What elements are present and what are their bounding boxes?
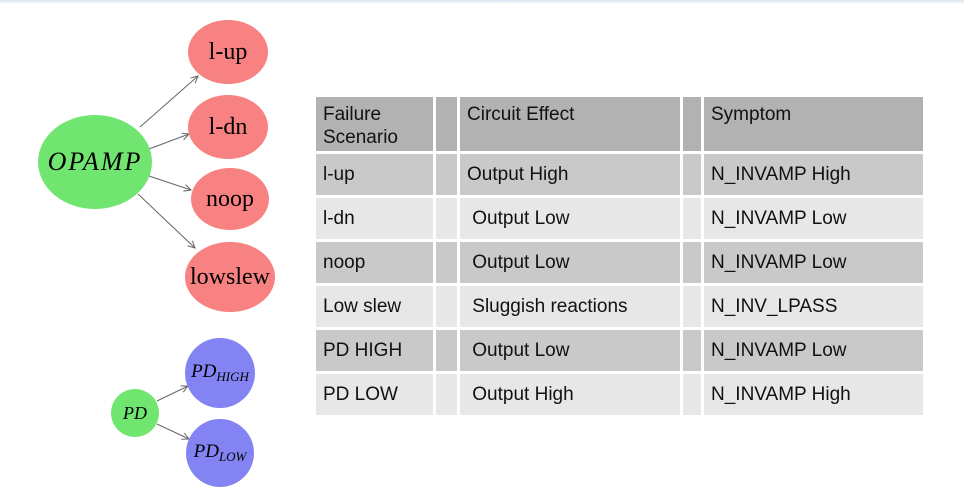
arrow-pd-to-pdhigh [156, 386, 188, 402]
pd-low-subscript: LOW [218, 449, 247, 464]
node-l-dn: l-dn [188, 95, 268, 159]
cell-effect-pd-low: Output High [460, 374, 680, 415]
cell-spacer [683, 242, 701, 283]
node-opamp: OPAMP [38, 115, 152, 209]
arrow-opamp-to-lowslew [137, 193, 195, 248]
cell-effect-low-slew: Sluggish reactions [460, 286, 680, 327]
pd-high-base: PD [191, 361, 217, 382]
cell-spacer [436, 286, 457, 327]
cell-symptom-l-up: N_INVAMP High [704, 154, 923, 195]
cell-spacer [436, 154, 457, 195]
header-spacer-1 [436, 97, 457, 151]
node-pd-label: PD [123, 402, 147, 423]
cell-spacer [683, 330, 701, 371]
arrow-opamp-to-noop [148, 175, 191, 190]
node-l-up-label: l-up [208, 38, 248, 65]
failure-scenario-table: Failure Scenario Circuit Effect Symptom … [316, 97, 923, 415]
cell-symptom-noop: N_INVAMP Low [704, 242, 923, 283]
cell-spacer [436, 242, 457, 283]
top-edge-strip [0, 0, 964, 4]
header-failure-scenario: Failure Scenario [316, 97, 433, 151]
cell-symptom-pd-low: N_INVAMP High [704, 374, 923, 415]
node-l-dn-label: l-dn [208, 113, 248, 140]
cell-spacer [683, 198, 701, 239]
cell-symptom-pd-high: N_INVAMP Low [704, 330, 923, 371]
cell-failure-l-up: l-up [316, 154, 433, 195]
node-l-up: l-up [188, 20, 268, 84]
header-symptom: Symptom [704, 97, 923, 151]
cell-symptom-l-dn: N_INVAMP Low [704, 198, 923, 239]
node-opamp-label: OPAMP [47, 147, 143, 176]
node-pd: PD [111, 389, 159, 437]
node-pd-low: PDLOW [186, 419, 254, 487]
cell-spacer [683, 374, 701, 415]
cell-spacer [683, 154, 701, 195]
node-noop-label: noop [206, 185, 254, 212]
cell-failure-noop: noop [316, 242, 433, 283]
cell-spacer [436, 374, 457, 415]
cell-failure-low-slew: Low slew [316, 286, 433, 327]
cell-failure-pd-low: PD LOW [316, 374, 433, 415]
pd-low-base: PD [193, 441, 219, 462]
cell-effect-l-up: Output High [460, 154, 680, 195]
header-circuit-effect: Circuit Effect [460, 97, 680, 151]
node-pd-high: PDHIGH [185, 338, 255, 408]
cell-effect-pd-high: Output Low [460, 330, 680, 371]
pd-high-subscript: HIGH [216, 369, 249, 384]
node-lowslew-label: lowslew [190, 263, 270, 290]
cell-failure-pd-high: PD HIGH [316, 330, 433, 371]
node-noop: noop [191, 168, 269, 230]
node-lowslew: lowslew [185, 242, 275, 312]
header-spacer-2 [683, 97, 701, 151]
cell-effect-l-dn: Output Low [460, 198, 680, 239]
arrow-pd-to-pdlow [156, 423, 189, 439]
cell-spacer [683, 286, 701, 327]
cell-spacer [436, 330, 457, 371]
arrow-opamp-to-ldn [148, 134, 189, 150]
node-pd-low-label: PDLOW [194, 441, 247, 465]
cell-symptom-low-slew: N_INV_LPASS [704, 286, 923, 327]
cell-effect-noop: Output Low [460, 242, 680, 283]
cell-spacer [436, 198, 457, 239]
node-pd-high-label: PDHIGH [191, 361, 249, 385]
cell-failure-l-dn: l-dn [316, 198, 433, 239]
